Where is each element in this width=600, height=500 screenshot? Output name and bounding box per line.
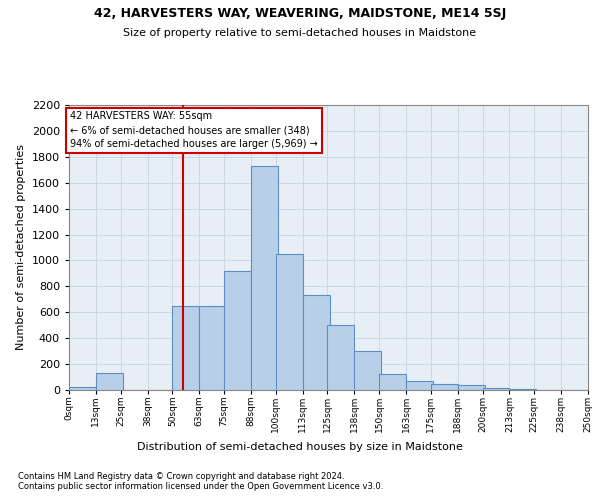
Bar — [276, 254, 302, 390]
Bar — [328, 325, 355, 390]
Bar — [302, 296, 329, 390]
Bar — [96, 373, 123, 390]
Bar — [379, 374, 406, 390]
Text: Size of property relative to semi-detached houses in Maidstone: Size of property relative to semi-detach… — [124, 28, 476, 38]
Bar — [406, 381, 433, 390]
Bar — [172, 306, 199, 390]
Text: Distribution of semi-detached houses by size in Maidstone: Distribution of semi-detached houses by … — [137, 442, 463, 452]
Bar — [431, 384, 458, 390]
Text: Contains HM Land Registry data © Crown copyright and database right 2024.: Contains HM Land Registry data © Crown c… — [18, 472, 344, 481]
Y-axis label: Number of semi-detached properties: Number of semi-detached properties — [16, 144, 26, 350]
Bar — [355, 351, 381, 390]
Bar — [251, 166, 278, 390]
Bar — [458, 386, 485, 390]
Bar — [199, 306, 226, 390]
Text: 42 HARVESTERS WAY: 55sqm
← 6% of semi-detached houses are smaller (348)
94% of s: 42 HARVESTERS WAY: 55sqm ← 6% of semi-de… — [70, 112, 318, 150]
Bar — [224, 271, 251, 390]
Bar — [482, 388, 509, 390]
Bar — [69, 388, 96, 390]
Text: Contains public sector information licensed under the Open Government Licence v3: Contains public sector information licen… — [18, 482, 383, 491]
Text: 42, HARVESTERS WAY, WEAVERING, MAIDSTONE, ME14 5SJ: 42, HARVESTERS WAY, WEAVERING, MAIDSTONE… — [94, 8, 506, 20]
